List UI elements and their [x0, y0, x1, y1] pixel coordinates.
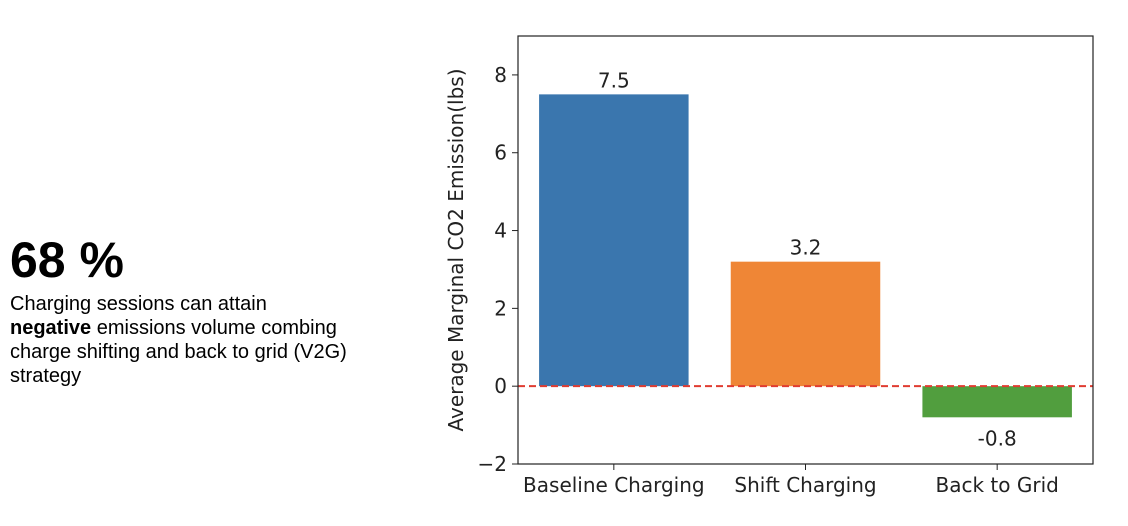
stat-panel: 68 % Charging sessions can attain negati… [10, 232, 350, 388]
y-tick-label-3: 4 [494, 219, 507, 243]
bar-2 [922, 386, 1072, 418]
y-tick-label-1: 0 [494, 374, 507, 398]
data-labels-group: 7.5 3.2 -0.8 [598, 68, 1017, 450]
data-label-2: -0.8 [978, 426, 1017, 450]
y-tick-label-2: 2 [494, 296, 507, 320]
stat-desc-pre: Charging sessions can attain [10, 293, 267, 315]
bar-0 [539, 94, 689, 387]
plot-frame [517, 35, 1094, 465]
y-tick-label-0: −2 [478, 452, 507, 476]
y-tick-label-5: 8 [494, 63, 507, 87]
data-label-1: 3.2 [790, 236, 822, 260]
stat-desc-bold: negative [10, 317, 92, 339]
x-tick-label-2: Back to Grid [936, 473, 1059, 497]
bar-1 [730, 261, 881, 387]
bars-group [539, 94, 1072, 418]
x-ticks-group: Baseline Charging Shift Charging Back to G… [523, 464, 1059, 497]
stat-value: 68 % [10, 232, 124, 288]
y-axis-label: Average Marginal CO2 Emission(lbs) [444, 68, 468, 431]
y-tick-label-4: 6 [494, 141, 507, 165]
stat-desc-post: emissions volume combing charge shifting… [10, 317, 347, 387]
data-label-0: 7.5 [598, 68, 630, 92]
x-tick-label-0: Baseline Charging [523, 473, 705, 497]
x-tick-label-1: Shift Charging [734, 473, 876, 497]
y-ticks-group: −2 0 2 4 6 8 [478, 63, 518, 476]
stat-description: Charging sessions can attain negative em… [10, 292, 350, 388]
